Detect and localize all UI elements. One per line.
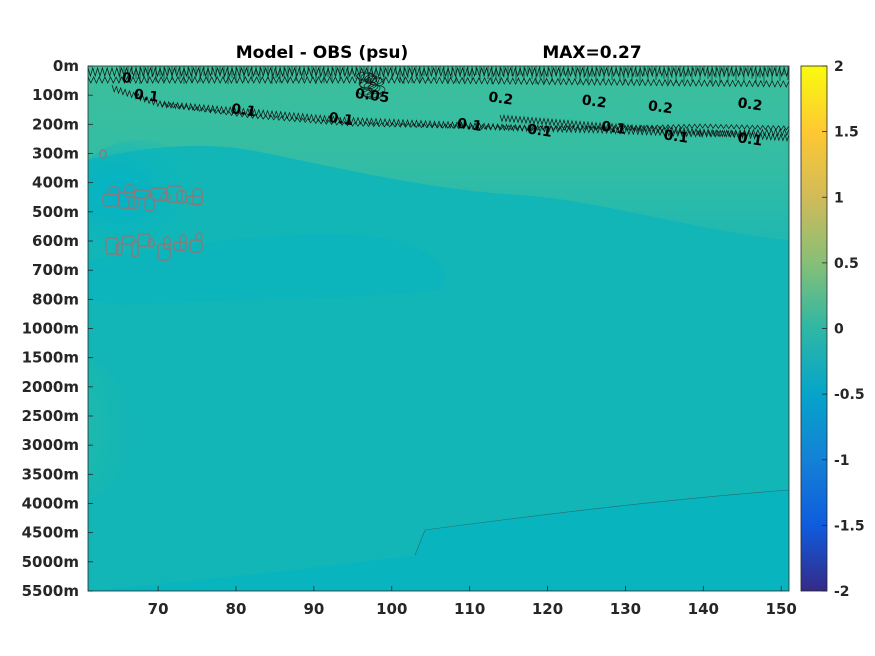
y-tick-label: 200m: [32, 115, 79, 133]
y-tick-label: 4000m: [22, 495, 79, 513]
negative-contour: [195, 232, 203, 242]
negative-contour: [105, 237, 119, 255]
contour-label: 0.2: [647, 98, 674, 117]
contour-cluster: [365, 76, 383, 85]
y-tick-label: 2000m: [22, 378, 79, 396]
y-tick-label: 400m: [32, 174, 79, 192]
negative-contour: [118, 191, 135, 209]
contour-label: 0.05: [354, 86, 390, 107]
colorbar-tick-label: 1.5: [834, 125, 859, 141]
contour-label: 0.1: [526, 122, 553, 141]
contour-cluster: [363, 82, 379, 91]
subsurface-band: [88, 234, 446, 305]
contour-label: 0.1: [230, 101, 257, 120]
negative-contour: [166, 185, 183, 203]
x-tick-label: 80: [226, 600, 247, 618]
y-tick-label: 1500m: [22, 349, 79, 367]
contour-label: 0.2: [737, 95, 764, 114]
bottom-region: [88, 490, 789, 591]
x-tick-label: 130: [610, 600, 641, 618]
y-tick-label: 600m: [32, 232, 79, 250]
x-axis: 70 80 90 100 110 120 130 140 150: [148, 586, 797, 618]
deep-anomaly: [88, 355, 140, 500]
negative-contour: [134, 189, 151, 199]
contour-cluster: [366, 91, 382, 100]
colorbar-tick-label: -0.5: [834, 387, 865, 403]
contour-line: [159, 101, 789, 131]
y-tick-label: 500m: [32, 203, 79, 221]
chart-title: Model - OBS (psu): [236, 43, 409, 63]
negative-patch: [88, 140, 210, 260]
negative-contour: [108, 186, 119, 196]
y-tick-label: 0m: [53, 57, 79, 75]
x-tick-label: 90: [303, 600, 324, 618]
negative-contour: [179, 234, 187, 252]
colorbar-ticks: 2 1.5 1 0.5 0 -0.5 -1 -1.5 -2: [822, 59, 865, 600]
y-axis: 0m 100m 200m 300m 400m 500m 600m 700m 800m 1000m 1…: [22, 57, 93, 600]
negative-contour: [147, 238, 155, 248]
negative-contour: [99, 149, 107, 159]
negative-contour: [150, 187, 167, 201]
contour-label: 0.1: [600, 119, 627, 138]
contour-cluster: [362, 89, 380, 99]
y-tick-label: 5000m: [22, 553, 79, 571]
colorbar-tick-label: 0.5: [834, 256, 859, 272]
contour-cluster: [360, 73, 376, 82]
x-tick-label: 70: [148, 600, 169, 618]
contour-cluster: [368, 85, 386, 94]
y-tick-label: 700m: [32, 261, 79, 279]
contour-lines: [88, 66, 789, 143]
contour-labels: 0.10.1 0.1 0.1 0.1 0.1 0.1 0.10.2 0.2 0.2 0.20.05…: [121, 70, 763, 149]
chart-subtitle: MAX=0.27: [542, 43, 641, 63]
negative-contour: [192, 188, 203, 206]
y-tick-label: 4500m: [22, 524, 79, 542]
colorbar-tick-label: -1: [834, 453, 850, 469]
colorbar-tick-label: 0: [834, 322, 844, 338]
x-tick-label: 120: [532, 600, 563, 618]
negative-contour: [124, 184, 135, 198]
contour-line: [88, 76, 789, 88]
negative-contour: [131, 240, 139, 258]
colorbar-tick-label: 1: [834, 190, 844, 206]
contour-label: 0.2: [581, 92, 608, 111]
negative-contour: [137, 233, 151, 247]
x-tick-label: 140: [688, 600, 719, 618]
contour-label: 0: [121, 70, 133, 87]
x-tick-label: 110: [454, 600, 485, 618]
contour-line: [111, 84, 789, 138]
y-tick-label: 2500m: [22, 407, 79, 425]
y-tick-label: 100m: [32, 86, 79, 104]
y-tick-label: 1000m: [22, 320, 79, 338]
y-tick-label: 3000m: [22, 436, 79, 454]
contour-label: 0.1: [133, 87, 160, 106]
contour-label: 0.1: [456, 116, 483, 135]
colorbar: 2 1.5 1 0.5 0 -0.5 -1 -1.5 -2: [800, 59, 865, 600]
colorbar-tick-label: -1.5: [834, 518, 865, 534]
y-tick-label: 3500m: [22, 465, 79, 483]
colorbar-tick-label: -2: [834, 584, 850, 600]
contour-label: 0.1: [328, 110, 355, 129]
colorbar-tick-label: 2: [834, 59, 844, 75]
x-tick-label: 100: [376, 600, 407, 618]
negative-contours: [99, 149, 203, 261]
contour-label: 0.2: [487, 89, 514, 108]
contour-line: [499, 114, 789, 143]
contour-cluster: [357, 86, 373, 96]
negative-contour: [163, 236, 171, 250]
contour-cluster: [361, 88, 375, 97]
x-tick-label: 150: [766, 600, 797, 618]
contour-label: 0.1: [663, 127, 690, 146]
y-tick-label: 800m: [32, 290, 79, 308]
contour-label: 0.1: [737, 130, 764, 149]
y-tick-label: 300m: [32, 145, 79, 163]
contour-cluster: [369, 77, 385, 87]
plot-area: 0.10.1 0.1 0.1 0.1 0.1 0.1 0.10.2 0.2 0.2 0.20.05…: [88, 66, 789, 591]
contour-cluster: [358, 79, 372, 88]
y-tick-label: 5500m: [22, 582, 79, 600]
negative-contour: [115, 242, 123, 256]
negative-contour: [121, 235, 135, 245]
